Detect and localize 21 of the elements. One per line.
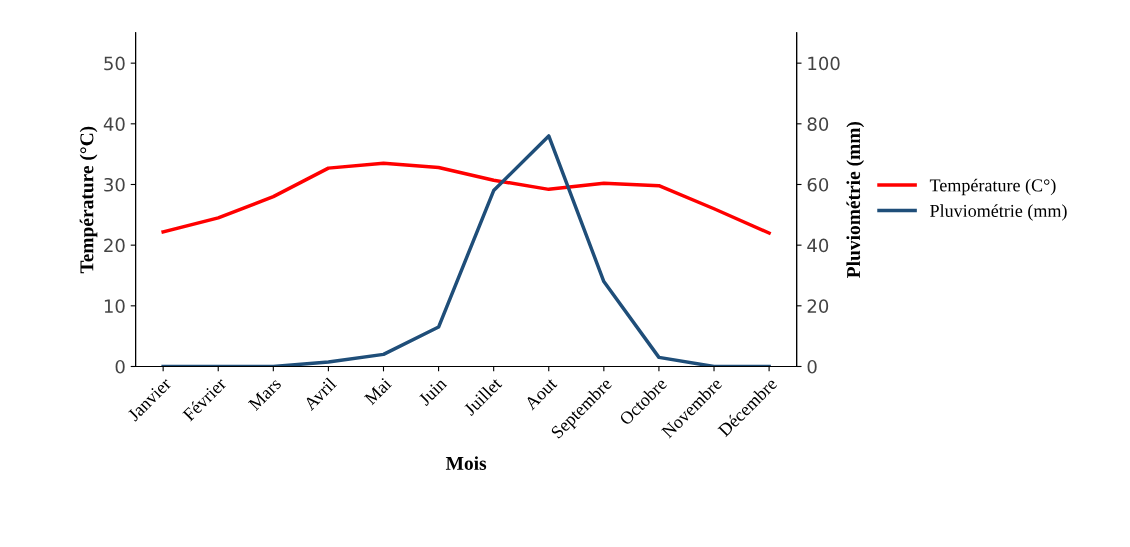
legend-label: Pluviométrie (mm) [930,204,1067,221]
x-tick-label: Juin [417,376,448,407]
x-tick-label: Mai [363,376,393,406]
y-tick-label: 10 [104,299,125,313]
y2-tick-label: 0 [807,359,817,374]
y-tick-label: 0 [115,359,125,374]
y2-tick-label: 20 [807,299,829,313]
y2-tick-label: 60 [807,177,829,192]
y2-tick-label: 80 [807,117,829,131]
line-series [161,134,771,367]
y2-axis-title: Pluviométrie (mm) [846,121,865,278]
y-axis-title: Température (°C) [79,126,98,274]
legend-label: Température (C°) [929,178,1056,196]
y-tick-label: 30 [104,177,125,192]
y-tick-label: 40 [103,117,125,131]
x-axis-title: Mois [445,456,487,470]
y2-tick-label: 40 [807,238,829,253]
line-series [161,161,771,235]
y2-tick-label: 100 [808,56,840,71]
y-tick-label: 20 [104,238,125,253]
y-tick-label: 50 [104,56,125,71]
